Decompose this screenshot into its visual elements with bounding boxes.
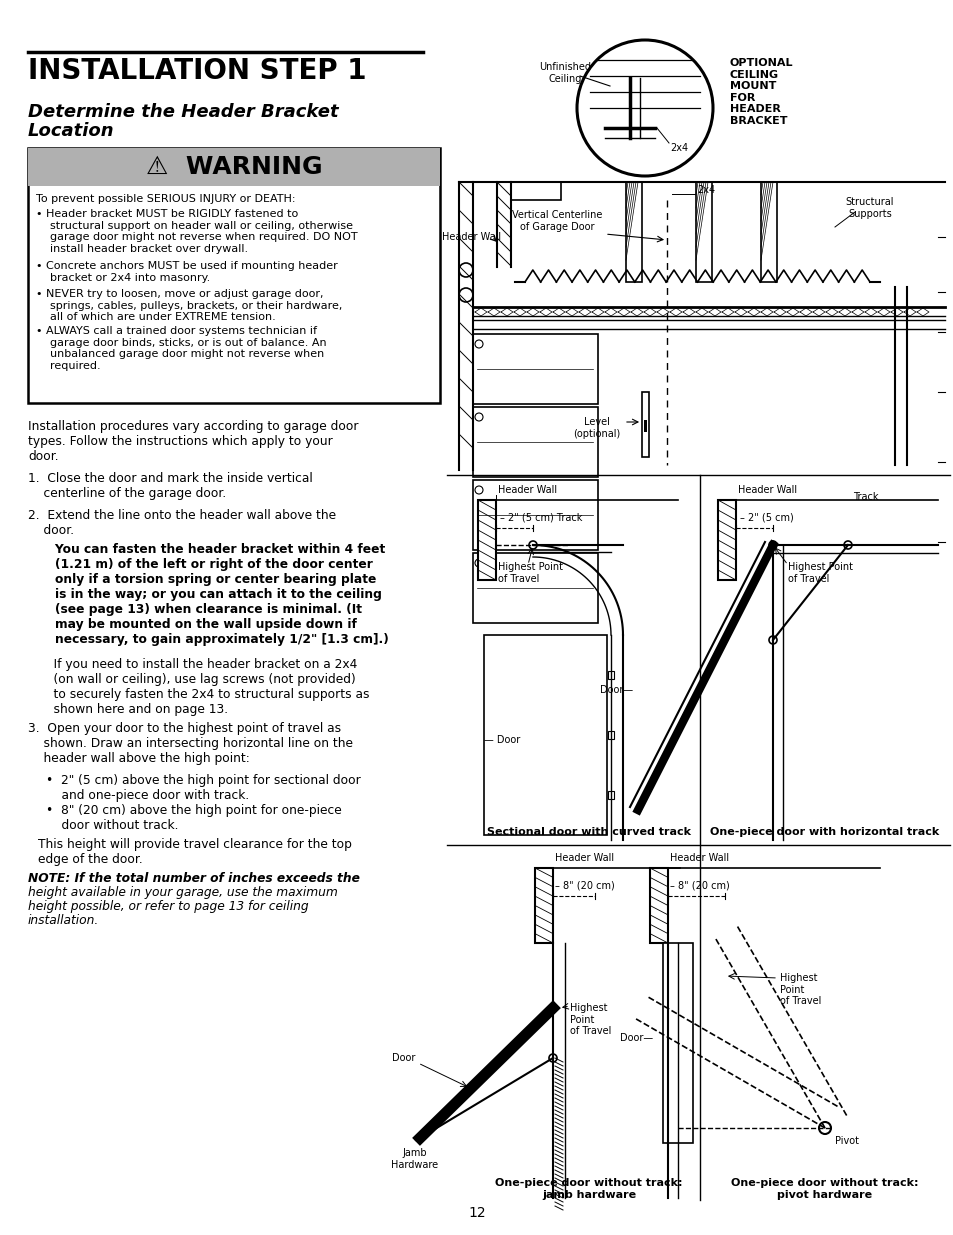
Text: Highest Point
of Travel: Highest Point of Travel	[787, 562, 852, 584]
Text: ⚠  WARNING: ⚠ WARNING	[146, 156, 322, 179]
Text: One-piece door with horizontal track: One-piece door with horizontal track	[710, 827, 939, 837]
Text: • Header bracket MUST be RIGIDLY fastened to
    structural support on header wa: • Header bracket MUST be RIGIDLY fastene…	[36, 209, 357, 254]
Text: Structural
Supports: Structural Supports	[845, 198, 893, 219]
Text: •  8" (20 cm) above the high point for one-piece
    door without track.: • 8" (20 cm) above the high point for on…	[46, 804, 341, 832]
Text: You can fasten the header bracket within 4 feet
    (1.21 m) of the left or righ: You can fasten the header bracket within…	[38, 543, 388, 646]
Text: Vertical Centerline
of Garage Door: Vertical Centerline of Garage Door	[511, 210, 601, 232]
Text: Highest
Point
of Travel: Highest Point of Travel	[569, 1003, 611, 1036]
Text: Location: Location	[28, 122, 114, 140]
Text: Door—: Door—	[599, 685, 633, 695]
Bar	[28, 148, 439, 186]
Text: OPTIONAL
CEILING
MOUNT
FOR
HEADER
BRACKET: OPTIONAL CEILING MOUNT FOR HEADER BRACKE…	[729, 58, 793, 126]
Text: – 8" (20 cm): – 8" (20 cm)	[669, 881, 729, 890]
Text: 1.  Close the door and mark the inside vertical
    centerline of the garage doo: 1. Close the door and mark the inside ve…	[28, 472, 313, 500]
Text: Highest
Point
of Travel: Highest Point of Travel	[780, 973, 821, 1007]
Text: Level
(optional): Level (optional)	[573, 417, 620, 438]
Bar	[643, 420, 646, 432]
Text: — Door: — Door	[483, 735, 519, 745]
Text: Sectional door with curved track: Sectional door with curved track	[486, 827, 690, 837]
Text: – 8" (20 cm): – 8" (20 cm)	[555, 881, 614, 890]
Text: height possible, or refer to page 13 for ceiling: height possible, or refer to page 13 for…	[28, 900, 309, 913]
Text: Header Wall: Header Wall	[669, 853, 728, 863]
Bar	[447, 172, 949, 471]
Bar	[473, 553, 598, 622]
Text: Jamb
Hardware: Jamb Hardware	[391, 1149, 438, 1170]
Bar	[607, 731, 614, 739]
Bar	[607, 671, 614, 679]
Text: Highest Point
of Travel: Highest Point of Travel	[497, 562, 562, 584]
Text: – 2" (5 cm) Track: – 2" (5 cm) Track	[499, 513, 581, 522]
Text: 2x4: 2x4	[697, 185, 715, 195]
Text: Door: Door	[392, 1053, 415, 1063]
Bar	[625, 182, 641, 282]
Bar	[483, 635, 606, 835]
Text: NOTE: If the total number of inches exceeds the: NOTE: If the total number of inches exce…	[28, 872, 359, 885]
Bar	[28, 148, 439, 403]
Text: One-piece door without track:
jamb hardware: One-piece door without track: jamb hardw…	[495, 1178, 682, 1200]
Bar	[511, 182, 560, 200]
Bar	[718, 500, 735, 580]
Bar	[760, 182, 776, 282]
Bar	[641, 391, 648, 457]
Text: This height will provide travel clearance for the top
edge of the door.: This height will provide travel clearanc…	[38, 839, 352, 866]
Text: • Concrete anchors MUST be used if mounting header
    bracket or 2x4 into mason: • Concrete anchors MUST be used if mount…	[36, 261, 337, 283]
Text: • ALWAYS call a trained door systems technician if
    garage door binds, sticks: • ALWAYS call a trained door systems tec…	[36, 326, 326, 370]
Bar	[473, 408, 598, 477]
Text: Track: Track	[852, 492, 878, 501]
Text: height available in your garage, use the maximum: height available in your garage, use the…	[28, 885, 337, 899]
Text: Door—: Door—	[619, 1032, 652, 1044]
Text: If you need to install the header bracket on a 2x4
    (on wall or ceiling), use: If you need to install the header bracke…	[38, 658, 369, 716]
Text: – 2" (5 cm): – 2" (5 cm)	[740, 513, 793, 522]
Text: Unfinished
Ceiling: Unfinished Ceiling	[538, 62, 590, 84]
Text: 12: 12	[468, 1207, 485, 1220]
Text: installation.: installation.	[28, 914, 99, 927]
Bar	[535, 868, 553, 944]
Text: Header Wall: Header Wall	[738, 485, 797, 495]
Text: INSTALLATION STEP 1: INSTALLATION STEP 1	[28, 57, 366, 85]
Text: Header Wall: Header Wall	[555, 853, 614, 863]
Text: 3.  Open your door to the highest point of travel as
    shown. Draw an intersec: 3. Open your door to the highest point o…	[28, 722, 353, 764]
Text: One-piece door without track:
pivot hardware: One-piece door without track: pivot hard…	[731, 1178, 918, 1200]
Text: Installation procedures vary according to garage door
types. Follow the instruct: Installation procedures vary according t…	[28, 420, 358, 463]
Text: Pivot: Pivot	[834, 1136, 858, 1146]
Bar	[662, 944, 692, 1144]
Bar	[473, 480, 598, 550]
Text: Header Wall: Header Wall	[441, 232, 500, 242]
Bar	[649, 868, 667, 944]
Bar	[696, 182, 711, 282]
Text: 2x4: 2x4	[669, 143, 687, 153]
Text: •  2" (5 cm) above the high point for sectional door
    and one-piece door with: • 2" (5 cm) above the high point for sec…	[46, 774, 360, 802]
Text: Header Wall: Header Wall	[497, 485, 557, 495]
Bar	[473, 333, 598, 404]
Bar	[607, 790, 614, 799]
Text: • NEVER try to loosen, move or adjust garage door,
    springs, cables, pulleys,: • NEVER try to loosen, move or adjust ga…	[36, 289, 342, 322]
Text: To prevent possible SERIOUS INJURY or DEATH:: To prevent possible SERIOUS INJURY or DE…	[36, 194, 295, 204]
Text: 2.  Extend the line onto the header wall above the
    door.: 2. Extend the line onto the header wall …	[28, 509, 335, 537]
Bar	[477, 500, 496, 580]
Text: Determine the Header Bracket: Determine the Header Bracket	[28, 103, 338, 121]
